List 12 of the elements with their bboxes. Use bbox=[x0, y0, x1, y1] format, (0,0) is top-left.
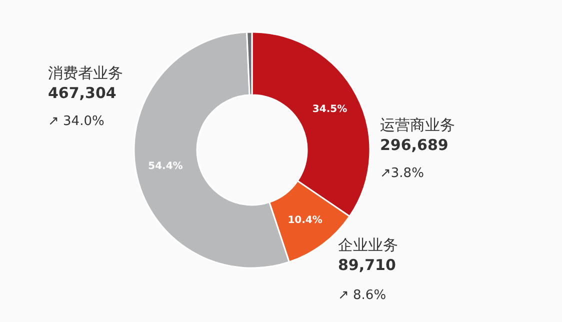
data-label: 10.4% bbox=[288, 215, 322, 226]
slice-label: 运营商业务 bbox=[380, 116, 455, 134]
text: ↗ 34.0% bbox=[48, 114, 104, 129]
text: 89,710 bbox=[338, 256, 396, 274]
text: ↗ 8.6% bbox=[338, 288, 386, 303]
text: 296,689 bbox=[380, 136, 448, 154]
slice-label: 消费者业务 bbox=[48, 64, 123, 82]
data-label: 34.5% bbox=[312, 104, 348, 115]
slice-label: 企业业务 bbox=[338, 236, 398, 254]
text: 467,304 bbox=[48, 84, 116, 102]
data-label: 54.4% bbox=[148, 160, 183, 172]
text: ↗3.8% bbox=[380, 166, 424, 181]
